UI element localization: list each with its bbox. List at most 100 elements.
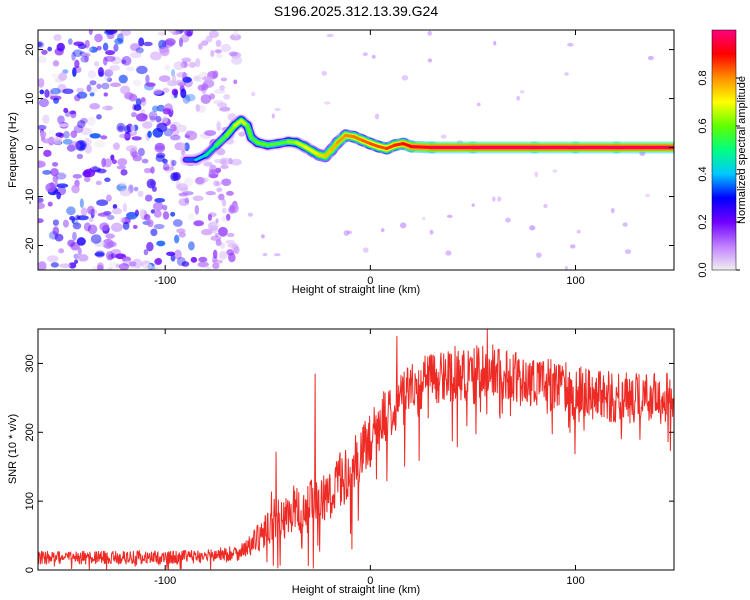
noise-blob (129, 263, 136, 269)
noise-blob (165, 168, 172, 174)
noise-blob (150, 228, 158, 237)
noise-blob (178, 192, 189, 197)
noise-blob (38, 77, 45, 88)
spectrogram-y-tick-label: -20 (24, 238, 36, 254)
noise-blob (216, 187, 223, 193)
noise-blob (492, 196, 496, 202)
noise-blob (153, 223, 165, 230)
noise-blob (226, 232, 235, 238)
noise-blob (104, 177, 111, 183)
frequency-trace (179, 114, 674, 166)
noise-blob (59, 263, 71, 268)
noise-blob (80, 207, 88, 216)
noise-blob (101, 105, 114, 111)
noise-blob (52, 175, 59, 183)
noise-blob (99, 222, 110, 232)
noise-blob (130, 112, 137, 118)
noise-blob (151, 265, 162, 270)
noise-blob (158, 75, 171, 82)
snr-y-tick-label: 100 (24, 492, 36, 510)
noise-blob (210, 49, 215, 58)
noise-blob (180, 142, 186, 153)
noise-blob (233, 30, 239, 37)
noise-blob (105, 194, 112, 202)
noise-blob (179, 186, 189, 193)
noise-blob (135, 47, 144, 54)
trace-segment (303, 145, 315, 153)
noise-blob (136, 65, 148, 75)
noise-blob (610, 207, 615, 214)
noise-blob (217, 102, 228, 108)
noise-blob (274, 107, 281, 111)
noise-blob (135, 98, 142, 106)
noise-blob (493, 40, 497, 46)
noise-blob (113, 43, 119, 52)
noise-blob (195, 104, 206, 113)
snr-x-label: Height of straight line (km) (292, 584, 420, 596)
noise-blob (96, 199, 109, 206)
noise-blob (108, 262, 120, 268)
noise-blob (362, 52, 368, 57)
noise-blob (62, 138, 73, 145)
trace-segment (214, 133, 229, 147)
noise-blob (155, 115, 162, 123)
noise-blob (72, 222, 82, 230)
noise-blob (157, 31, 166, 36)
spectrogram-y-tick-label: 20 (24, 43, 36, 55)
noise-blob (145, 82, 156, 87)
noise-blob (153, 210, 162, 218)
noise-blob (68, 141, 81, 151)
noise-blob (106, 214, 115, 220)
trace-segment (194, 153, 208, 162)
trace-segment (409, 145, 434, 150)
noise-blob (38, 124, 47, 131)
noise-blob (194, 205, 199, 215)
noise-blob (87, 70, 97, 79)
noise-blob (121, 59, 127, 65)
noise-blob (143, 41, 153, 47)
noise-blob (221, 207, 227, 214)
noise-blob (505, 217, 511, 223)
noise-blob (233, 79, 238, 85)
noise-blob (175, 180, 181, 189)
trace-segment (245, 124, 253, 140)
noise-blob (144, 213, 151, 221)
noise-blob (374, 113, 380, 120)
noise-blob (143, 167, 152, 174)
noise-blob (198, 43, 203, 50)
noise-blob (445, 250, 452, 256)
noise-blob (201, 228, 213, 236)
noise-blob (164, 38, 176, 46)
noise-blob (273, 253, 281, 257)
snr-series-line (38, 329, 674, 570)
noise-blob (552, 169, 558, 173)
noise-blob (564, 72, 569, 76)
noise-blob (76, 237, 86, 246)
snr-panel: -100 0 100 0 100 200 300 Height of straight l… (7, 328, 675, 596)
noise-blob (58, 123, 69, 128)
noise-blob (181, 261, 190, 267)
noise-blob (63, 130, 70, 139)
noise-blob (39, 89, 45, 95)
noise-blob (71, 184, 80, 194)
noise-blob (52, 226, 60, 236)
noise-blob (203, 161, 213, 167)
noise-blob (56, 183, 69, 188)
noise-blob (136, 113, 148, 122)
snr-y-label: SNR (10 * v/v) (7, 414, 19, 484)
noise-blob (251, 91, 256, 97)
noise-blob (163, 128, 173, 137)
noise-blob (96, 114, 102, 120)
noise-blob (326, 33, 334, 38)
noise-blob (83, 222, 92, 232)
spectrogram-x-label: Height of straight line (km) (292, 284, 420, 296)
noise-blob (67, 239, 75, 247)
noise-blob (156, 122, 168, 133)
noise-blob (66, 144, 76, 152)
noise-blob (226, 213, 231, 221)
noise-blob (88, 217, 94, 223)
noise-blob (50, 87, 61, 95)
noise-blob (89, 80, 97, 86)
noise-blob (94, 252, 105, 257)
noise-blob (152, 201, 164, 211)
